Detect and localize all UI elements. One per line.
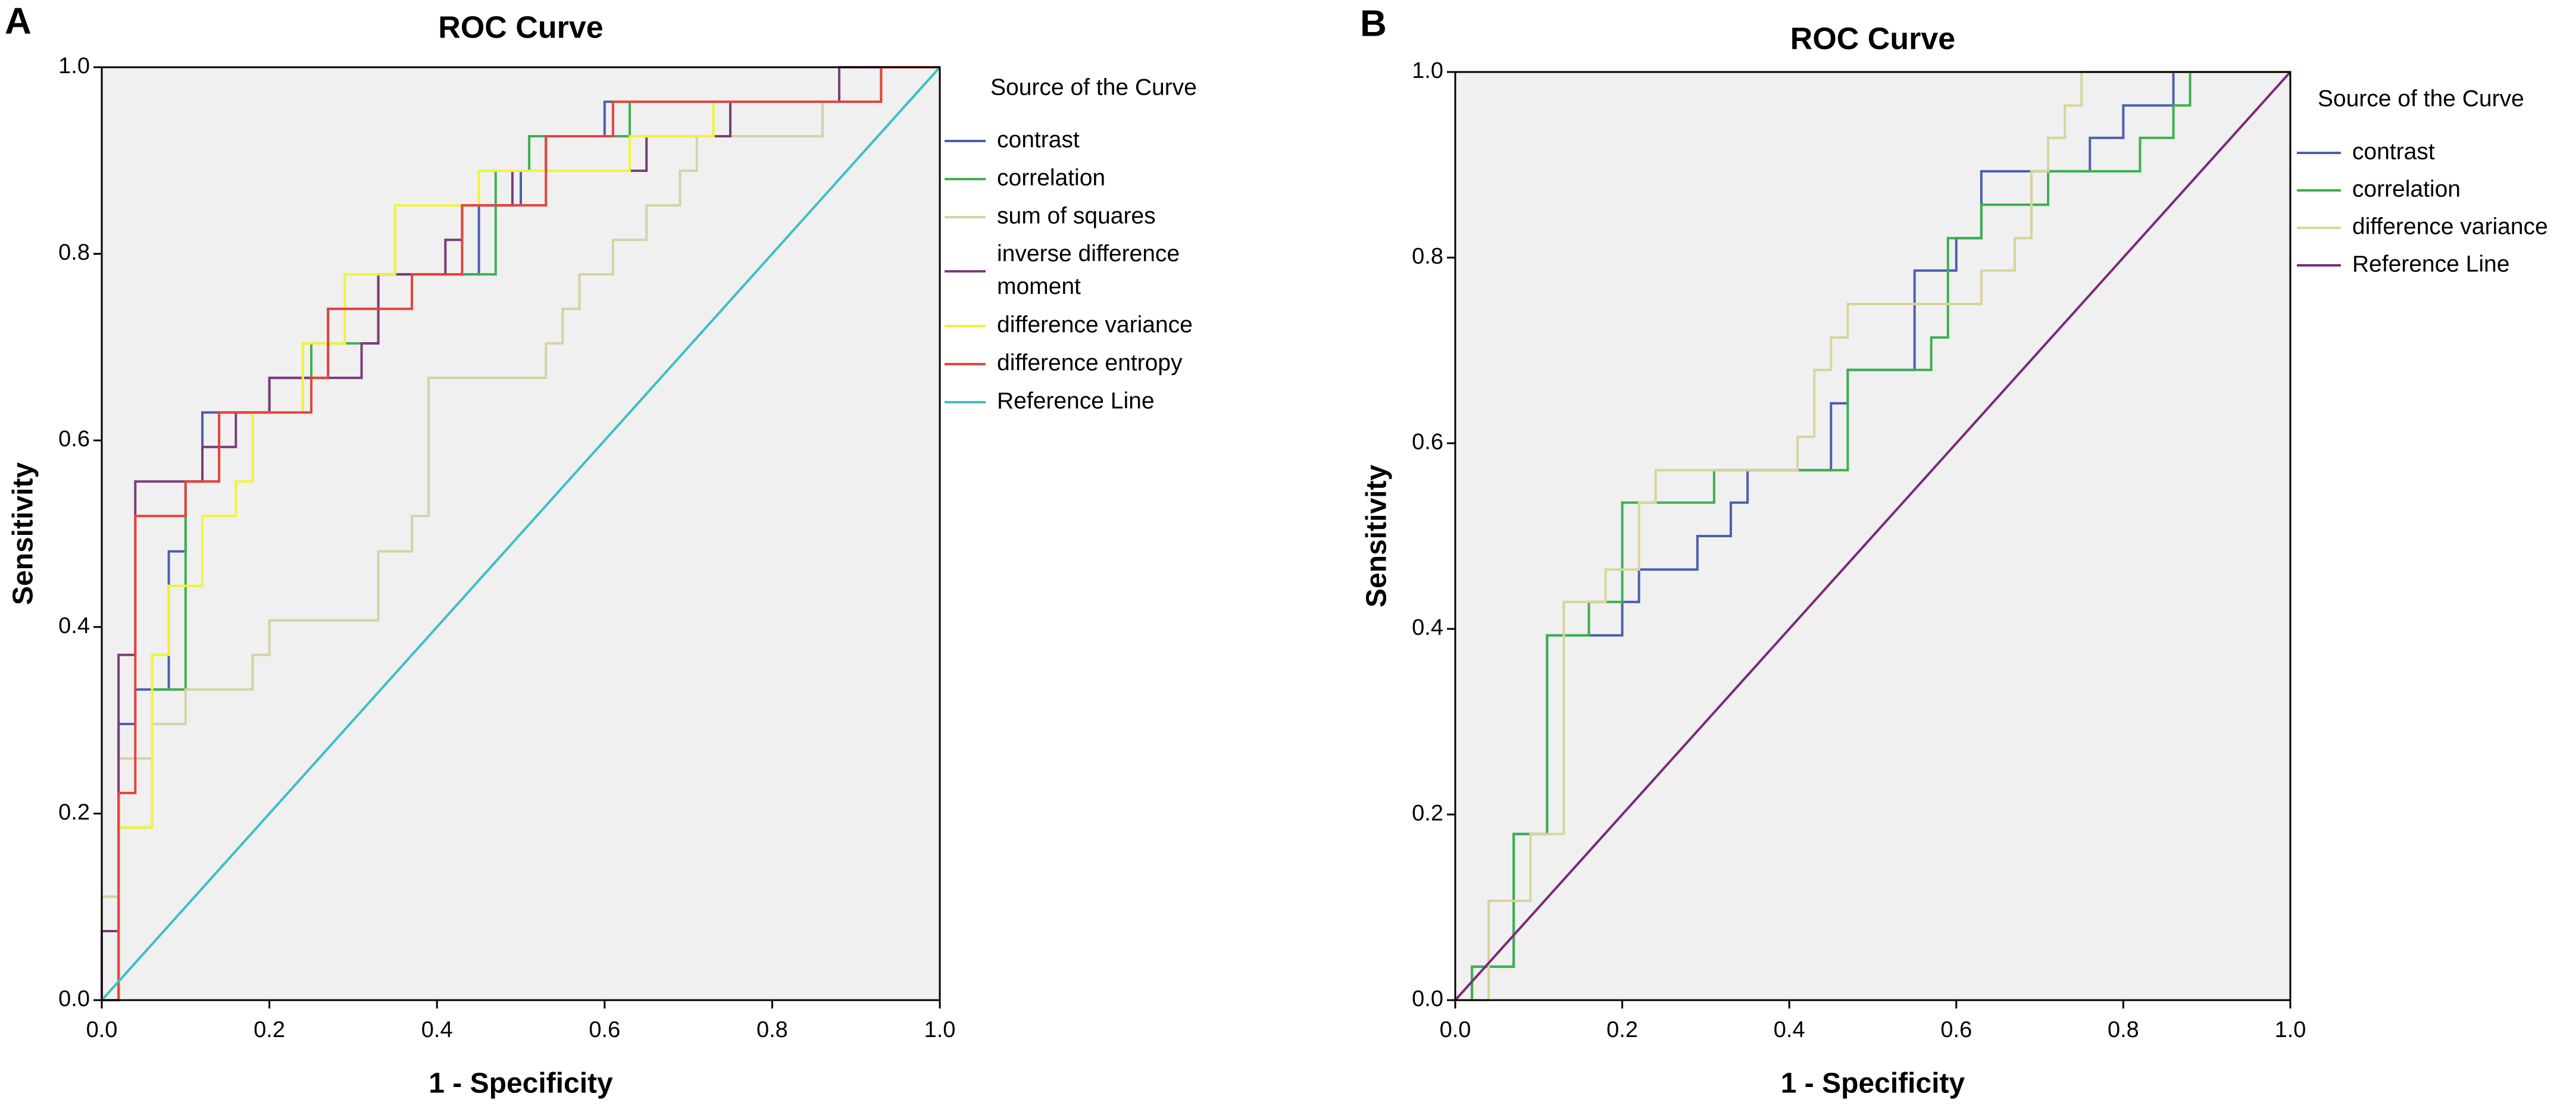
x-tick-label: 0.6 (1940, 1017, 1972, 1042)
y-tick-label: 0.8 (1412, 244, 1443, 269)
panel-label: A (5, 1, 32, 42)
plot-frame (1454, 71, 2291, 1001)
legend-label: contrast (997, 127, 1080, 152)
legend-label: difference variance (2352, 214, 2548, 239)
y-axis-title: Sensitivity (1361, 465, 1393, 607)
legend-label: contrast (2352, 139, 2435, 164)
chart-title: ROC Curve (1790, 22, 1955, 57)
y-tick-label: 0.8 (58, 240, 90, 265)
x-tick-label: 0.6 (589, 1017, 620, 1042)
y-tick-label: 0.2 (1412, 801, 1443, 826)
legend-label: difference variance (997, 312, 1193, 337)
x-tick-label: 0.0 (86, 1017, 118, 1042)
x-tick-label: 0.0 (1440, 1017, 1471, 1042)
legend-label: correlation (2352, 176, 2461, 202)
legend-label: sum of squares (997, 203, 1156, 228)
legend-label: difference entropy (997, 350, 1183, 375)
roc-curve (1454, 71, 2291, 1001)
x-tick-label: 0.4 (421, 1017, 453, 1042)
y-tick-label: 0.4 (58, 613, 90, 638)
y-tick-label: 0.4 (1412, 615, 1443, 640)
legend-label: Reference Line (997, 388, 1155, 414)
legend-label: correlation (997, 165, 1105, 190)
roc-curve (101, 66, 941, 1001)
x-axis-title: 1 - Specificity (429, 1068, 613, 1100)
legend-title: Source of the Curve (990, 74, 1197, 100)
legend-title: Source of the Curve (2318, 86, 2524, 111)
roc-curve (102, 66, 940, 1001)
x-tick-label: 1.0 (924, 1017, 956, 1042)
chart-panel: B ROC Curve 1 - Specificity Sensitivity 0.0 0… (1360, 3, 2548, 1099)
y-tick-label: 1.0 (58, 54, 90, 79)
x-axis-title: 1 - Specificity (1781, 1068, 1965, 1100)
x-tick-label: 0.2 (1606, 1017, 1638, 1042)
panel-label: B (1360, 3, 1387, 44)
plot-frame (101, 66, 941, 1001)
x-tick-label: 1.0 (2275, 1017, 2306, 1042)
roc-curve (1455, 71, 2290, 1001)
y-tick-label: 0.6 (58, 427, 90, 452)
roc-curve (101, 66, 940, 1000)
legend-label: Reference Line (2352, 251, 2510, 277)
roc-curve (102, 66, 940, 1001)
x-tick-label: 0.8 (2108, 1017, 2139, 1042)
y-tick-label: 0.0 (58, 986, 90, 1011)
y-tick-label: 0.0 (1412, 986, 1443, 1011)
x-tick-label: 0.4 (1774, 1017, 1805, 1042)
x-tick-label: 0.8 (756, 1017, 788, 1042)
chart-title: ROC Curve (438, 11, 603, 45)
chart-panel: A ROC Curve 1 - Specificity Sensitivity 0.0 0… (5, 1, 1197, 1099)
y-tick-label: 0.6 (1412, 430, 1443, 455)
legend-label: inverse difference moment (997, 241, 1186, 299)
x-tick-label: 0.2 (254, 1017, 285, 1042)
y-axis-title: Sensitivity (8, 462, 39, 605)
y-tick-label: 0.2 (58, 800, 90, 825)
y-tick-label: 1.0 (1412, 58, 1443, 83)
